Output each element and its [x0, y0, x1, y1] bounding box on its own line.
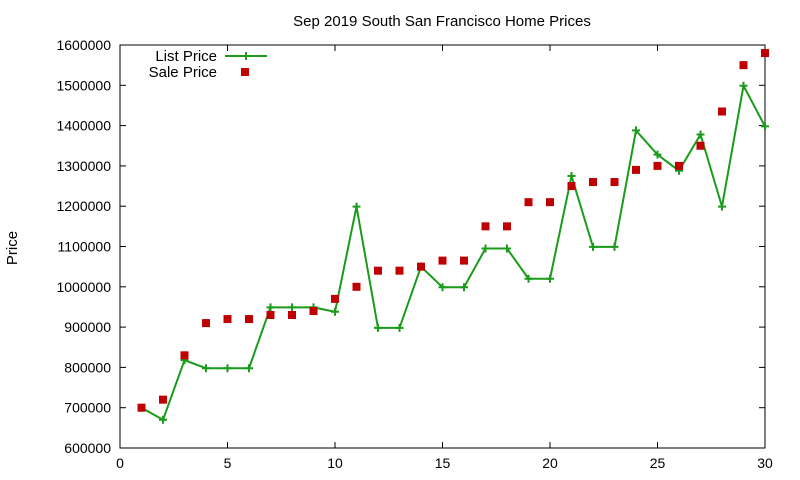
sale-price-point [374, 266, 382, 275]
list-price-point [653, 150, 662, 159]
list-price-point [589, 242, 597, 251]
y-tick-label: 1400000 [56, 118, 111, 134]
sale-price-point [223, 315, 232, 324]
sale-price-point [288, 311, 296, 320]
list-price-point [739, 81, 748, 90]
list-price-point [546, 274, 554, 283]
list-price-point [610, 242, 619, 251]
list-price-point [288, 303, 296, 312]
y-tick-label: 600000 [64, 440, 111, 456]
legend-label: List Price [155, 48, 217, 65]
x-tick-label: 10 [327, 455, 343, 471]
sale-price-point [524, 198, 533, 207]
sale-price-point [395, 266, 404, 275]
x-tick-label: 15 [435, 455, 451, 471]
sale-price-point [567, 182, 576, 191]
x-tick-label: 30 [757, 455, 773, 471]
sale-price-point [417, 262, 425, 271]
sale-price-point [546, 198, 554, 207]
sale-price-point [610, 178, 619, 187]
list-price-point [696, 130, 705, 139]
sale-price-point [245, 315, 253, 324]
y-tick-label: 1300000 [56, 158, 111, 174]
sale-price-point [202, 319, 210, 328]
sale-price-point [739, 61, 748, 70]
plot-frame [119, 44, 766, 449]
sale-price-point [718, 107, 726, 116]
sale-price-point [481, 222, 490, 231]
list-price-point [245, 364, 253, 373]
sale-price-point [460, 256, 468, 265]
sale-price-point [309, 306, 318, 315]
y-tick-label: 700000 [64, 400, 111, 416]
sale-price-point [503, 222, 511, 231]
list-price-point [352, 202, 361, 211]
list-price-point [438, 283, 447, 292]
y-tick-label: 900000 [64, 319, 111, 335]
x-tick-label: 0 [116, 455, 124, 471]
sale-price-point [159, 395, 167, 404]
list-price-line [141, 82, 766, 422]
sale-price-point [696, 141, 705, 150]
sale-price-point [180, 351, 189, 360]
legend-square-marker [241, 68, 249, 76]
list-price-point [374, 323, 382, 332]
list-price-point [481, 244, 490, 253]
sale-price-point [761, 49, 769, 58]
legend-label: Sale Price [149, 64, 217, 81]
y-tick-label: 1500000 [56, 77, 111, 93]
list-price-point [632, 126, 640, 135]
list-price-point [223, 364, 232, 373]
sale-price-point [438, 256, 447, 265]
list-price-point [460, 283, 468, 292]
list-price-point [567, 171, 576, 180]
list-price-point [503, 244, 511, 253]
x-tick-label: 25 [650, 455, 666, 471]
list-price-point [761, 122, 769, 131]
y-tick-label: 1200000 [56, 198, 111, 214]
list-price-point [266, 303, 275, 312]
series-layer [137, 49, 769, 424]
sale-price-point [632, 165, 640, 174]
sale-price-point [675, 161, 683, 170]
x-tick-label: 20 [542, 455, 558, 471]
list-price-point [159, 415, 167, 424]
chart-title: Sep 2019 South San Francisco Home Prices [293, 13, 591, 30]
sale-price-point [266, 311, 275, 320]
axis-ticks: 0 5 10 15 20 25 30 600000 700000 800000 900000 1000… [56, 37, 773, 471]
list-price-point [524, 274, 533, 283]
x-tick-label: 5 [224, 455, 232, 471]
list-price-point [202, 364, 210, 373]
sale-price-point [589, 178, 597, 187]
y-tick-label: 1600000 [56, 37, 111, 53]
sale-price-point [653, 161, 662, 170]
y-tick-label: 1000000 [56, 279, 111, 295]
y-tick-label: 800000 [64, 359, 111, 375]
y-axis-label: Price [4, 231, 21, 265]
legend-plus-marker [242, 52, 250, 60]
y-tick-label: 1100000 [58, 239, 112, 255]
sale-price-point [137, 403, 146, 412]
sale-price-point [352, 282, 361, 291]
list-price-point [718, 202, 726, 211]
list-price-point [331, 307, 339, 316]
sale-price-point [331, 294, 339, 303]
list-price-point [395, 323, 404, 332]
